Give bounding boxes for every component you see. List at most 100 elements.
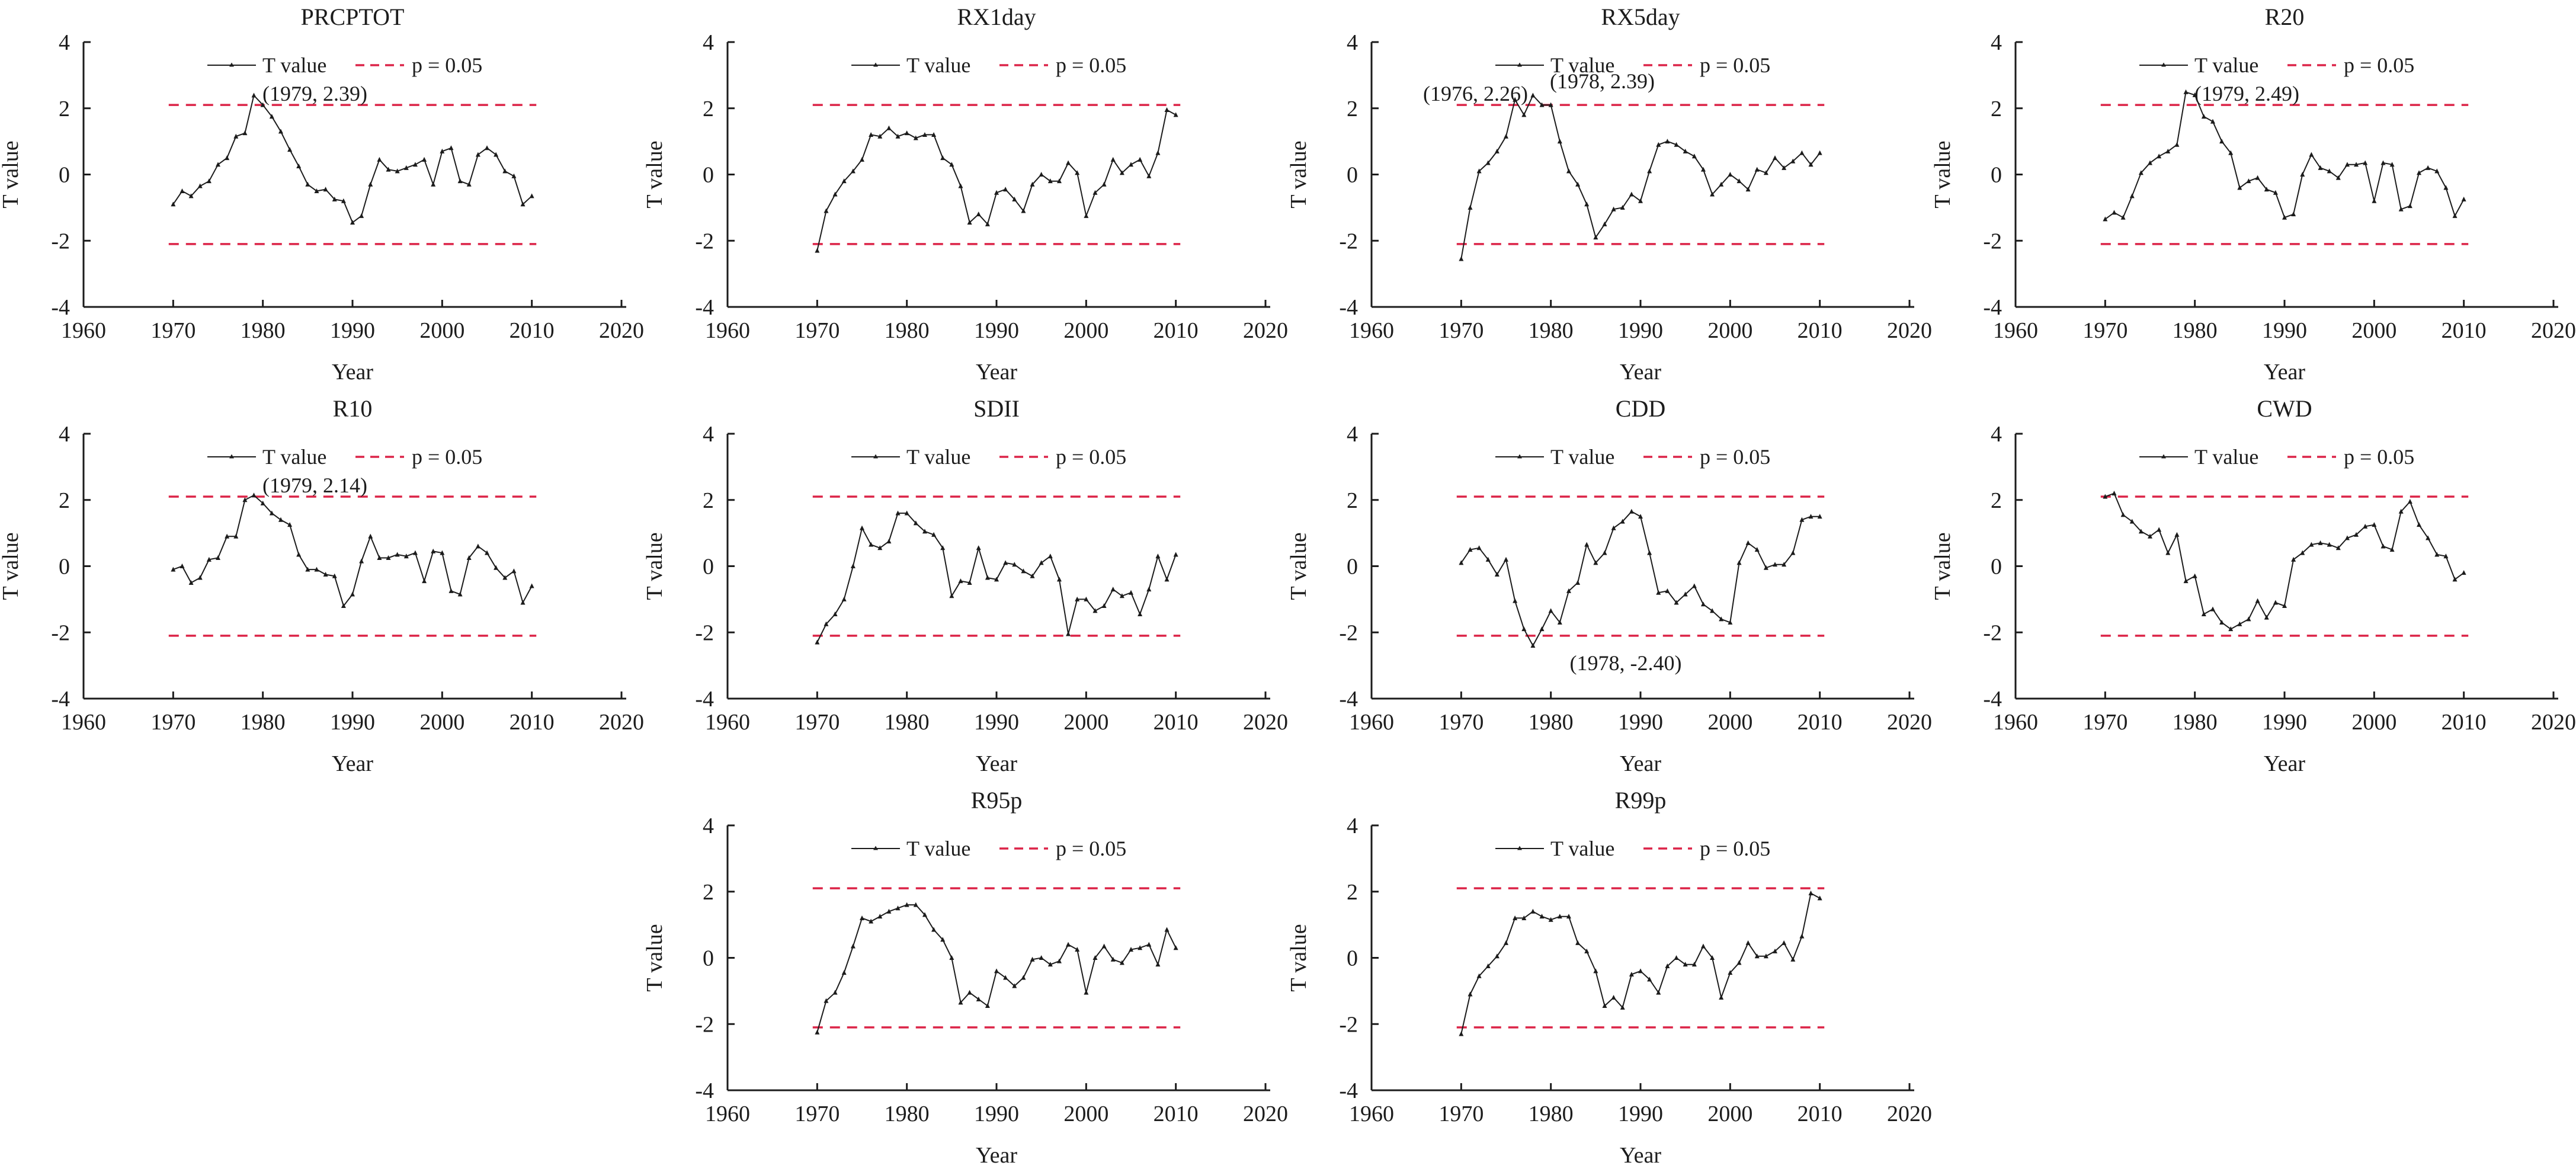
t-value-marker [1119,170,1124,175]
t-value-marker [2398,508,2404,514]
t-value-marker [395,168,400,174]
t-value-marker [922,529,927,534]
t-value-marker [2318,540,2323,545]
t-value-marker [1047,178,1053,184]
t-value-marker [440,148,445,153]
legend-threshold-label: p = 0.05 [1056,53,1126,77]
t-value-marker [2273,190,2278,195]
t-value-marker [2335,175,2341,180]
t-value-marker [1173,552,1178,557]
t-value-marker [1164,927,1170,932]
x-tick-label: 1980 [885,710,930,735]
x-tick-label: 1970 [1438,710,1484,735]
t-value-marker [260,102,265,107]
legend-series-label: T value [906,837,970,860]
t-value-marker [171,201,176,207]
t-value-marker [1728,172,1733,177]
y-tick-label: -2 [51,620,70,645]
t-value-marker [233,133,239,139]
x-tick-label: 1980 [241,710,286,735]
t-value-marker [216,162,220,167]
y-tick-label: -4 [1983,295,2002,320]
t-value-marker [2264,614,2269,620]
t-value-marker [1129,162,1133,167]
t-value-line [1460,892,1821,1035]
t-value-marker [1539,102,1545,107]
t-value-marker [278,517,283,522]
x-tick-label: 2020 [1243,1102,1288,1126]
t-value-marker [1459,560,1464,565]
t-value-marker [1808,891,1814,896]
t-value-marker [1656,990,1661,995]
t-value-marker [305,566,310,572]
t-value-marker [832,611,838,617]
y-axis-label: T value [1288,140,1311,208]
t-value-marker [967,220,972,225]
t-value-marker [529,583,534,588]
t-value-marker [841,178,847,184]
y-tick-label: -2 [51,229,70,254]
chart-title: R10 [333,395,373,422]
x-tick-label: 2010 [510,710,555,735]
t-value-marker [1674,142,1679,147]
t-value-marker [1504,940,1508,945]
t-value-marker [2273,600,2278,605]
t-value-marker [1468,204,1473,210]
t-value-marker [457,178,463,184]
t-value-marker [886,125,892,130]
t-value-marker [1530,908,1536,914]
t-value-marker [1476,545,1482,550]
t-value-marker [985,221,990,226]
chart-sdii: -4 -2 0 2 4 1960 1970 1980 1990 2000 2010 2020 T val… [644,392,1288,783]
x-tick-label: 1980 [1529,1102,1574,1126]
t-value-marker [1629,191,1634,197]
x-tick-label: 1970 [1438,1102,1484,1126]
t-value-marker [1003,560,1008,565]
t-value-marker [216,555,220,561]
y-tick-label: -4 [51,295,70,320]
t-value-marker [1485,160,1491,165]
t-value-marker [1700,167,1706,172]
t-value-marker [1075,596,1080,601]
y-axis-label: T value [1288,532,1311,600]
t-value-marker [2335,545,2341,550]
t-value-marker [1754,167,1760,172]
t-value-marker [1047,553,1053,559]
t-value-marker [1584,201,1590,207]
t-value-marker [1030,956,1035,962]
t-value-marker [1146,587,1152,592]
t-value-marker [412,550,418,555]
t-value-marker [2112,210,2117,215]
legend-series-label: T value [262,53,326,77]
x-tick-label: 2020 [2531,710,2576,735]
t-value-marker [1683,148,1688,153]
t-value-marker [296,552,302,557]
t-value-marker [1575,940,1581,945]
t-value-marker [1021,568,1026,574]
t-value-marker [233,533,239,539]
t-value-marker [913,135,918,140]
t-value-marker [922,132,927,137]
x-axis-label: Year [1620,751,1661,776]
t-value-marker [1665,588,1670,593]
t-value-marker [922,912,927,917]
x-axis-label: Year [1620,1143,1661,1168]
t-value-marker [815,639,820,645]
t-value-marker [949,955,954,960]
t-value-marker [251,492,257,498]
chart-title: CWD [2257,395,2312,422]
t-value-marker [931,132,937,137]
x-tick-label: 1980 [1529,318,1574,343]
y-tick-label: -2 [695,1012,714,1037]
legend-series-label: T value [2194,53,2258,77]
t-value-marker [832,191,838,197]
t-value-marker [269,510,274,516]
t-value-marker [850,564,856,568]
x-tick-label: 2020 [1887,1102,1932,1126]
legend-threshold-label: p = 0.05 [2344,445,2414,469]
t-value-marker [913,520,918,526]
point-annotation: (1978, -2.40) [1570,651,1682,675]
t-value-line [1460,511,1820,647]
t-value-marker [2219,139,2225,144]
t-value-marker [1521,915,1527,920]
